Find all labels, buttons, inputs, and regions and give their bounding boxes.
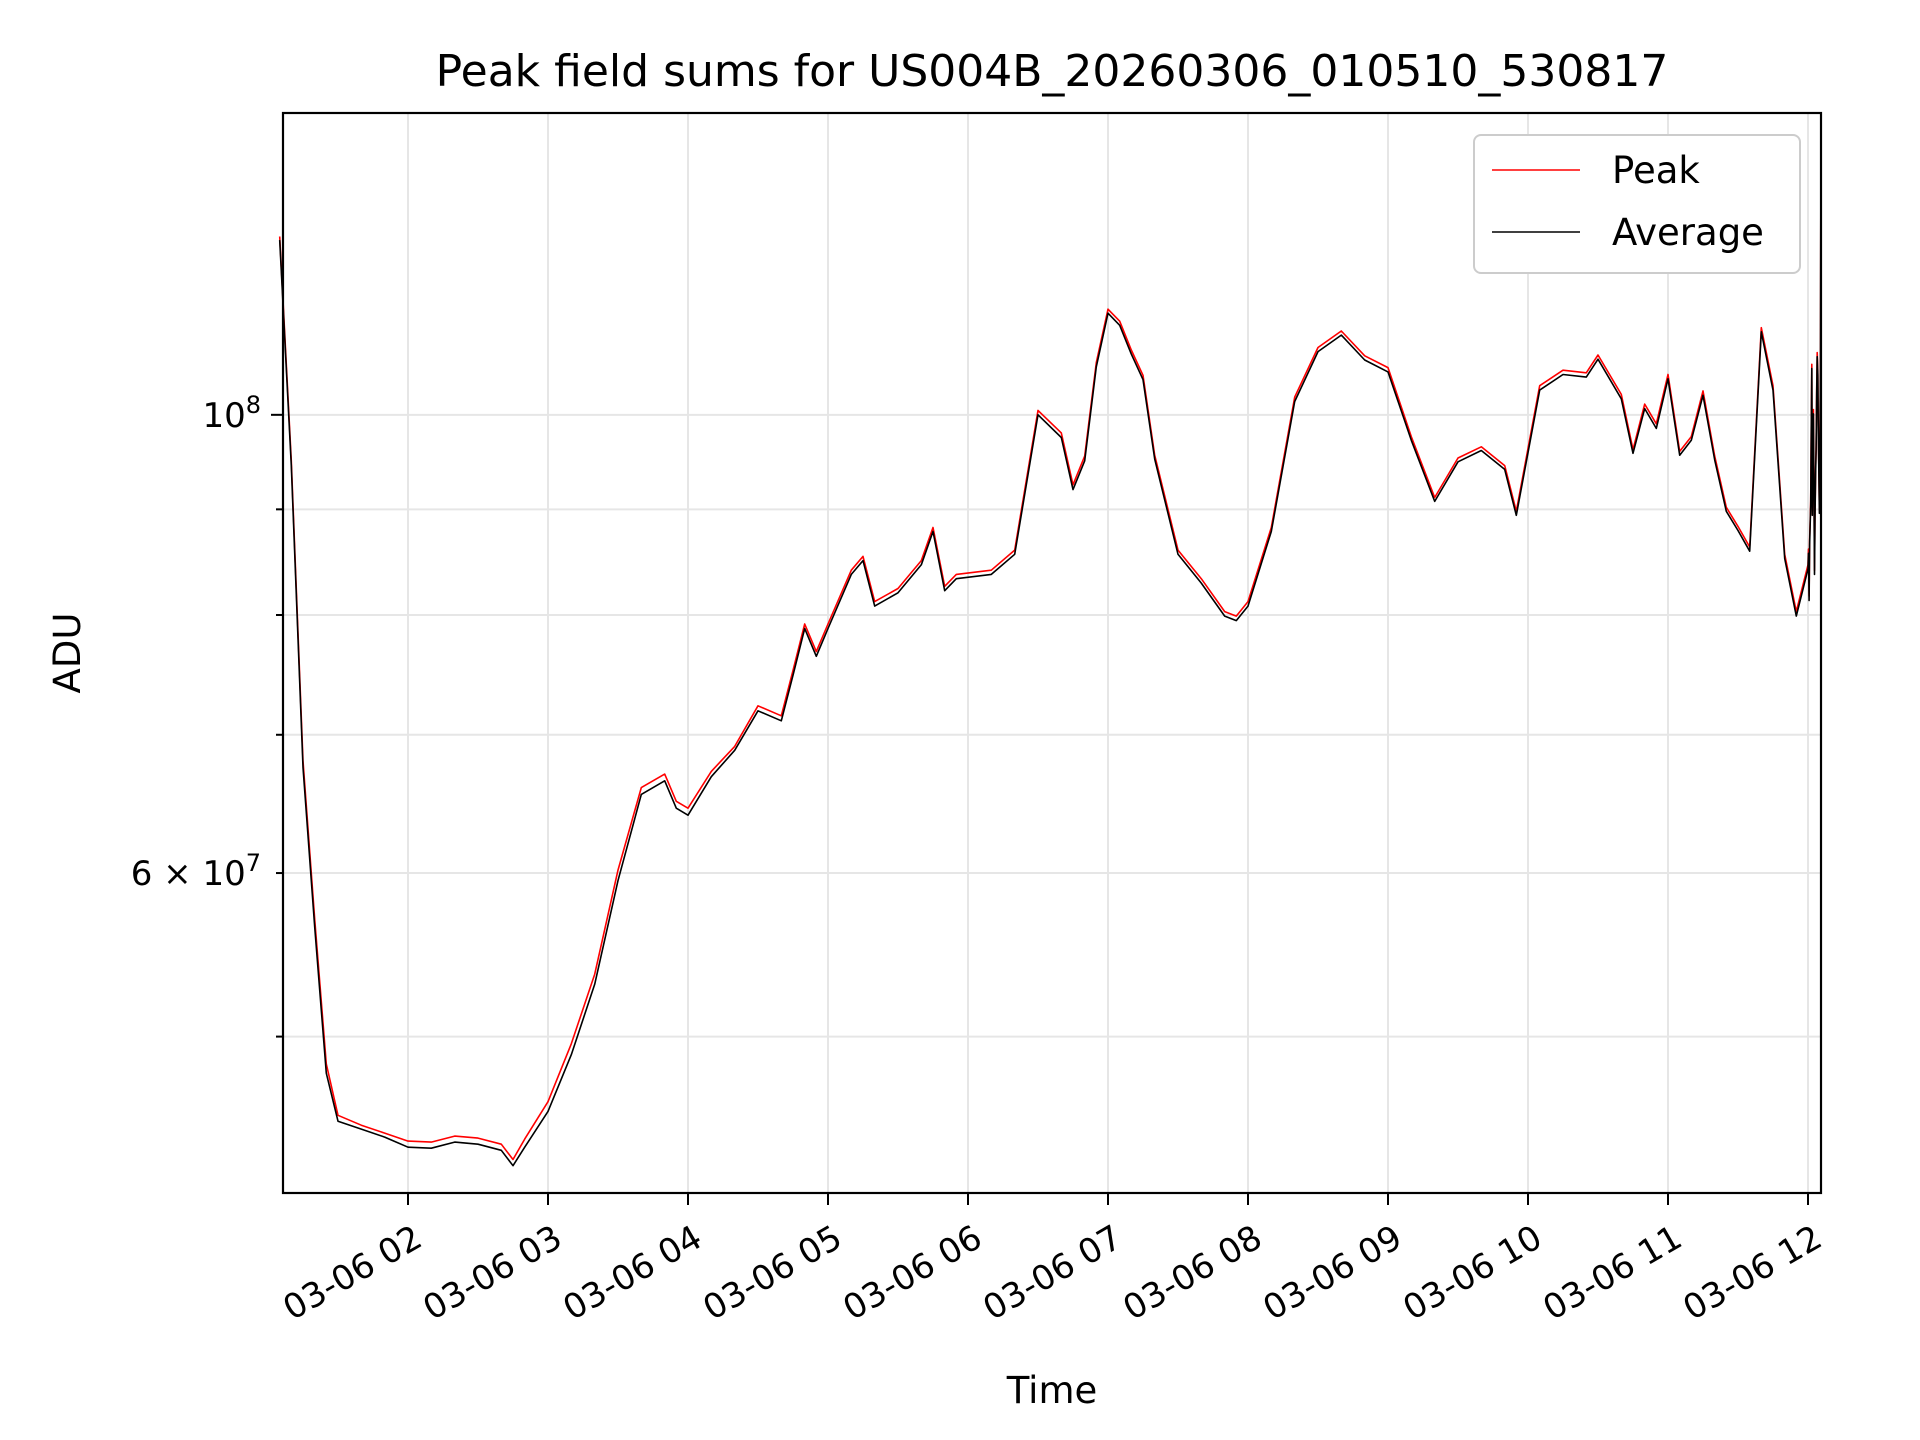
- series-line-average: [278, 116, 1822, 1167]
- y-axis-label: ADU: [46, 613, 89, 694]
- legend: Peak Average: [1473, 134, 1801, 274]
- x-axis-label: Time: [1006, 1369, 1098, 1412]
- series-lines: [278, 112, 1822, 1167]
- grid: [283, 113, 1821, 1193]
- legend-label-average: Average: [1612, 211, 1764, 254]
- plot-frame: [281, 111, 1823, 1195]
- legend-label-peak: Peak: [1612, 149, 1700, 192]
- chart-title: Peak field sums for US004B_20260306_0105…: [436, 46, 1669, 97]
- y-tick-label: 6 × 107: [131, 849, 261, 894]
